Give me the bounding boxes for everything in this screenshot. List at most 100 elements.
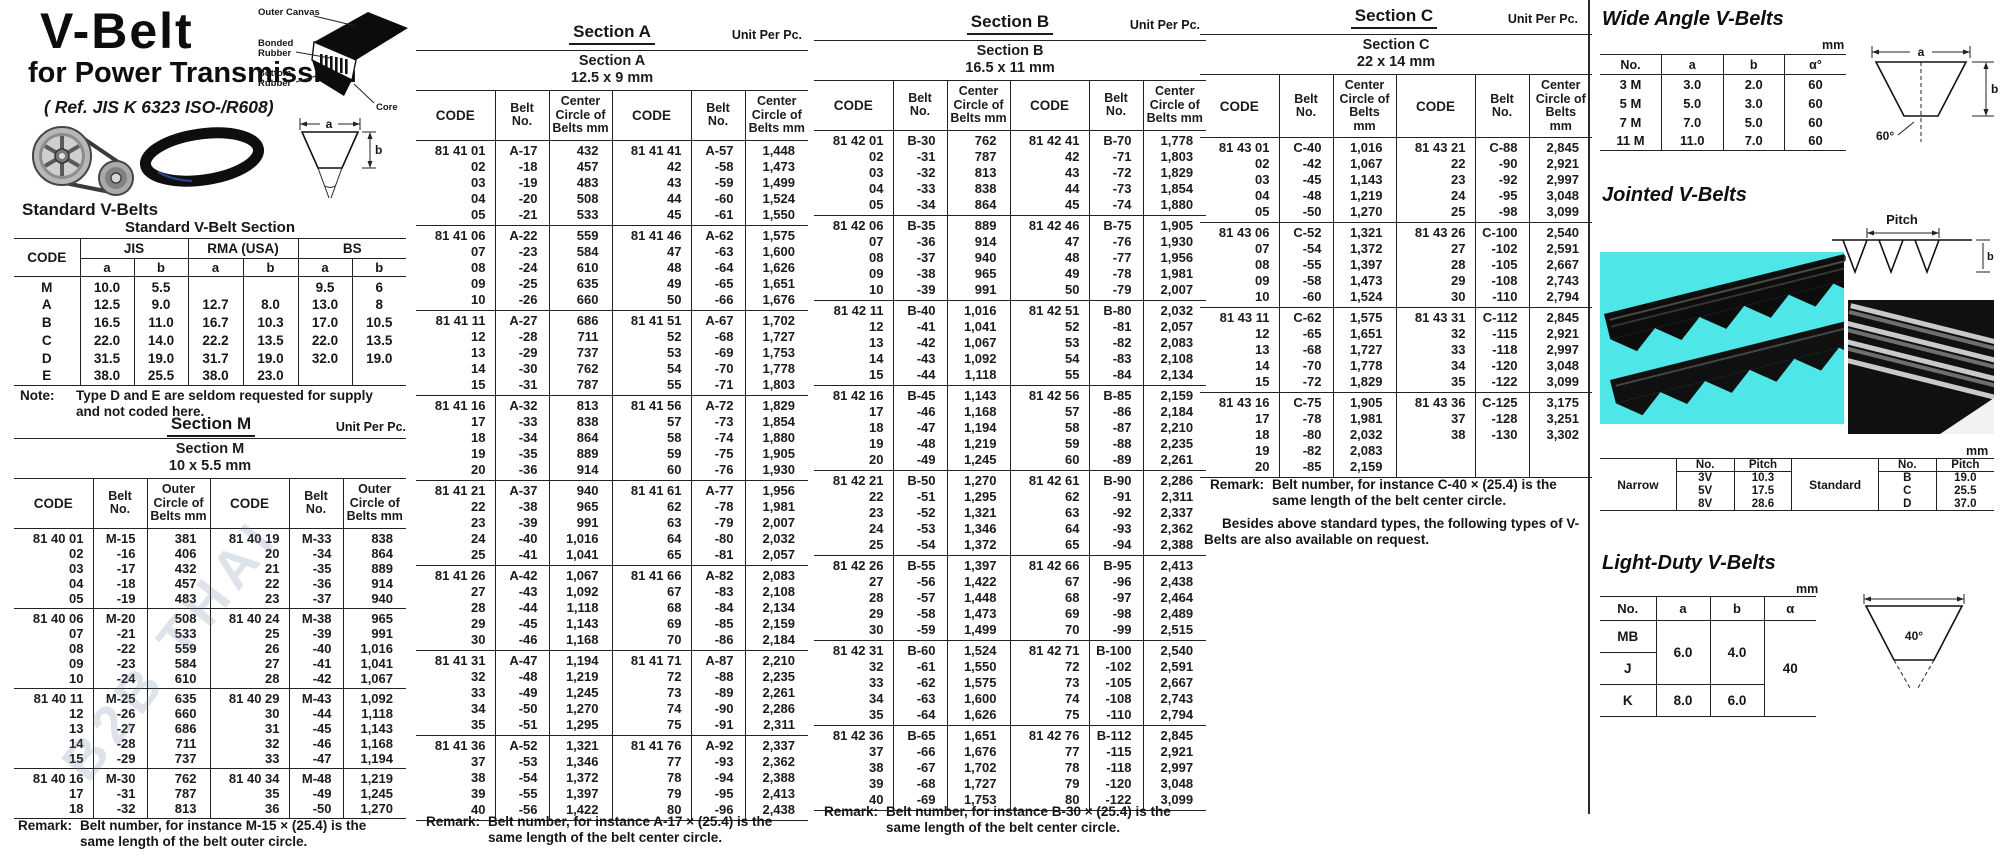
code-cell: 60 xyxy=(611,461,691,480)
table-row: 08 -22 559 26 -40 1,016 xyxy=(14,640,407,656)
circle-header: Center Circle of Belts mm xyxy=(548,90,612,141)
circle-cell: 660 xyxy=(548,291,612,310)
value-cell: 7.0 xyxy=(1722,131,1785,151)
circle-cell: 1,270 xyxy=(1332,204,1396,223)
belt-no-cell: -37 xyxy=(892,249,947,266)
circle-cell: 1,295 xyxy=(946,488,1010,505)
table-row: 34 -50 1,270 74 -90 2,286 xyxy=(416,700,809,717)
belt-no-cell: -68 xyxy=(892,775,947,792)
circle-cell: 1,016 xyxy=(1332,137,1396,156)
belt-no-cell: -110 xyxy=(1474,289,1529,308)
code-cell: 35 xyxy=(869,706,884,722)
belt-cross-section-drawing: Outer Canvas Bonded Rubber Bottom Rubber… xyxy=(258,7,408,113)
belt-no-cell: -128 xyxy=(1474,411,1529,427)
circle-cell: 2,261 xyxy=(1142,451,1207,470)
table-row: 81 43 16 C-75 1,905 81 43 36 C-125 3,175 xyxy=(1200,392,1593,411)
code-cell: 74 xyxy=(1009,690,1089,707)
circle-cell: 1,829 xyxy=(1332,374,1396,393)
circle-cell: 3,048 xyxy=(1528,358,1593,374)
belt-no-cell: A-27 xyxy=(494,309,549,329)
standard-vbelts-label: Standard V-Belts xyxy=(22,200,159,219)
belt-no-cell: -32 xyxy=(892,164,947,181)
arrowhead xyxy=(1867,230,1874,236)
code-cell: 45 xyxy=(1009,196,1089,215)
circle-cell: 1,346 xyxy=(548,753,612,770)
circle-cell: 1,981 xyxy=(1142,265,1207,282)
code-cell: 27 xyxy=(869,573,884,589)
arrowhead xyxy=(1983,109,1989,116)
code-cell: 42 xyxy=(611,158,691,175)
header-line: No. xyxy=(1491,105,1513,119)
circle-cell: 660 xyxy=(146,705,210,721)
belt-no-header: Belt No. xyxy=(690,90,745,141)
belt-no-cell: -79 xyxy=(690,514,745,531)
table-row: 17 -78 1,981 37 -128 3,251 xyxy=(1200,411,1593,427)
code-cell: 52 xyxy=(1009,318,1089,335)
belt-no-cell: A-77 xyxy=(690,479,745,499)
belt-no-cell: -44 xyxy=(288,705,343,721)
circle-cell: 1,194 xyxy=(548,649,612,669)
code-cell: 32 xyxy=(869,658,884,674)
code-cell: 81 42 36 xyxy=(814,724,893,744)
code-cell: 81 42 61 xyxy=(1009,469,1089,489)
code-cell: 37 xyxy=(869,743,884,759)
circle-cell: 762 xyxy=(946,130,1010,149)
circle-cell: 1,016 xyxy=(342,640,407,656)
belt-no-cell: -69 xyxy=(690,344,745,361)
code-header: CODE xyxy=(1200,74,1279,138)
code-cell: 28 xyxy=(209,670,289,688)
code-cell: 43 xyxy=(1009,164,1089,181)
column-header: No. xyxy=(1600,54,1662,75)
belt-no-cell: -98 xyxy=(1088,605,1143,622)
circle-cell: 2,311 xyxy=(1142,488,1207,505)
belt-no-cell: -36 xyxy=(494,461,549,480)
code-cell: 77 xyxy=(611,753,691,770)
table-subtitle-size: 16.5 x 11 mm xyxy=(965,60,1055,76)
remark-text: Belt number, for instance A-17 × (25.4) … xyxy=(488,814,773,845)
code-cell: 37 xyxy=(471,753,486,769)
circle-cell: 3,251 xyxy=(1528,411,1593,427)
core-hatch xyxy=(320,54,348,74)
code-cell: 50 xyxy=(611,291,691,310)
belt-no-cell: -48 xyxy=(892,435,947,452)
code-cell: 34 xyxy=(869,690,884,706)
table-row: 81 41 31 A-47 1,194 81 41 71 A-87 2,210 xyxy=(416,649,809,669)
code-cell: 81 42 56 xyxy=(1009,384,1089,404)
table-row: 09 -58 1,473 29 -108 2,743 xyxy=(1200,273,1593,289)
circle-cell: 1,778 xyxy=(744,360,809,377)
circle-cell: 2,235 xyxy=(1142,435,1207,452)
table-row: E 38.0 25.5 38.0 23.0 xyxy=(14,367,407,385)
code-cell: 18 xyxy=(1255,427,1270,442)
belt-no-cell: -18 xyxy=(494,158,549,175)
circle-cell: 889 xyxy=(548,445,612,462)
circle-cell: 2,134 xyxy=(1142,366,1207,385)
circle-cell: 1,448 xyxy=(744,140,809,159)
circle-cell: 1,727 xyxy=(1332,342,1396,358)
code-cell: 58 xyxy=(611,429,691,446)
code-cell: 81 43 21 xyxy=(1395,137,1475,156)
circle-cell: 1,143 xyxy=(548,615,612,632)
table-row: 25 -41 1,041 65 -81 2,057 xyxy=(416,546,809,565)
circle-cell: 533 xyxy=(548,206,612,225)
belt-no-cell: -38 xyxy=(892,265,947,282)
belt-no-cell: -29 xyxy=(494,344,549,361)
circle-cell: 2,845 xyxy=(1528,307,1593,326)
right-sidebar: Wide Angle V-Belts mm No. a b α° 3 M 3.0 2.0 60… xyxy=(1600,0,2004,858)
code-cell: 63 xyxy=(611,514,691,531)
value-cell: 38.0 xyxy=(187,367,244,385)
leader-line xyxy=(313,15,357,27)
belt-no-cell: -94 xyxy=(690,769,745,786)
circle-cell: 1,168 xyxy=(548,631,612,650)
v-extension xyxy=(317,167,330,199)
circle-cell: 2,159 xyxy=(744,615,809,632)
ab-header: b xyxy=(133,258,189,277)
table-row: 09 -25 635 49 -65 1,651 xyxy=(416,275,809,292)
header-line: No. xyxy=(1295,105,1317,119)
belt-no-cell: -70 xyxy=(690,360,745,377)
value-cell: 11 M xyxy=(1616,133,1645,149)
leader-line xyxy=(295,51,331,59)
belt-no-cell: A-57 xyxy=(690,140,745,159)
table-row: 81 43 01 C-40 1,016 81 43 21 C-88 2,845 xyxy=(1200,137,1593,156)
belt-ribs xyxy=(1837,303,2004,401)
column-header: No. xyxy=(1877,458,1937,472)
